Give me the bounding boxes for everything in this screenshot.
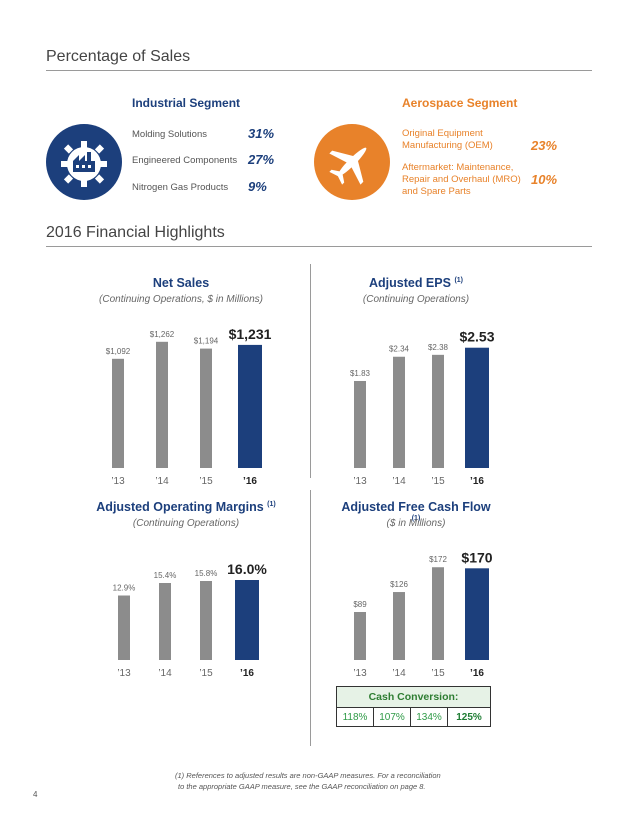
bar <box>156 341 168 468</box>
cash-conversion-title: Cash Conversion: <box>336 686 491 708</box>
data-label: 12.9% <box>113 584 136 593</box>
data-label: $89 <box>353 600 367 609</box>
tick-label: ’16 <box>243 476 257 487</box>
tick-label: ’13 <box>353 476 367 487</box>
tick-label: ’13 <box>111 476 125 487</box>
bar <box>354 380 366 468</box>
cash-conversion-value: 118% <box>336 707 374 727</box>
chart-title: Adjusted Free Cash Flow (1) <box>341 500 491 522</box>
highlights-title: 2016 Financial Highlights <box>46 224 225 241</box>
cash-conversion-value: 125% <box>447 707 491 727</box>
industrial-item-pct: 27% <box>248 152 275 167</box>
bar <box>465 347 489 468</box>
data-label: $2.38 <box>428 343 449 352</box>
footnote-line: (1) References to adjusted results are n… <box>175 771 441 780</box>
data-label: $1,262 <box>150 330 175 339</box>
data-label: $1,231 <box>229 326 272 342</box>
net-sales-chart: Net Sales (Continuing Operations, $ in M… <box>76 272 286 487</box>
data-label: 16.0% <box>227 561 267 577</box>
vertical-divider <box>310 264 311 478</box>
data-label: $1.83 <box>350 369 371 378</box>
pct-sales-rule <box>46 70 592 71</box>
aerospace-item-pct: 10% <box>531 172 558 187</box>
bar <box>200 348 212 468</box>
bar <box>118 595 130 660</box>
tick-label: ’16 <box>240 668 254 679</box>
data-label: $126 <box>390 580 408 589</box>
tick-label: ’13 <box>353 668 367 679</box>
aerospace-item-label: Aftermarket: Maintenance, Repair and Ove… <box>402 162 521 197</box>
data-label: $1,194 <box>194 337 219 346</box>
adjusted-eps-chart: Adjusted EPS (1) (Continuing Operations)… <box>336 272 546 487</box>
tick-label: ’15 <box>199 476 213 487</box>
bar <box>112 358 124 468</box>
chart-subtitle: (Continuing Operations) <box>362 294 470 305</box>
bar <box>393 356 405 468</box>
data-label: 15.8% <box>195 569 218 578</box>
industrial-item-pct: 9% <box>248 179 267 194</box>
highlights-rule <box>46 246 592 247</box>
chart-subtitle: ($ in Millions) <box>386 518 446 529</box>
aerospace-item-pct: 23% <box>531 138 558 153</box>
data-label: $2.53 <box>459 329 494 345</box>
aerospace-item-label: Original Equipment Manufacturing (OEM) <box>402 128 493 151</box>
industrial-item-label: Nitrogen Gas Products <box>132 182 229 193</box>
data-label: $172 <box>429 555 447 564</box>
data-label: 15.4% <box>154 571 177 580</box>
tick-label: ’14 <box>155 476 169 487</box>
bar <box>432 354 444 468</box>
cash-conversion-value: 134% <box>410 707 448 727</box>
bar <box>200 581 212 660</box>
bar <box>465 568 489 660</box>
factory-gear-icon <box>46 124 122 200</box>
adjusted-operating-margins-chart: Adjusted Operating Margins (1) (Continui… <box>96 496 306 686</box>
data-label: $1,092 <box>106 347 131 356</box>
industrial-item-pct: 31% <box>248 126 275 141</box>
industrial-item-label: Molding Solutions <box>132 129 207 140</box>
tick-label: ’16 <box>470 476 484 487</box>
tick-label: ’15 <box>431 668 445 679</box>
airplane-icon <box>314 124 390 200</box>
vertical-divider <box>310 490 311 746</box>
tick-label: ’16 <box>470 668 484 679</box>
tick-label: ’14 <box>392 476 406 487</box>
aerospace-segment-title: Aerospace Segment <box>402 96 518 110</box>
cash-conversion-table: Cash Conversion: 118% 107% 134% 125% <box>336 686 491 727</box>
data-label: $2.34 <box>389 345 410 354</box>
industrial-item-label: Engineered Components <box>132 155 238 166</box>
industrial-segment-title: Industrial Segment <box>132 96 241 110</box>
pct-sales-title: Percentage of Sales <box>46 48 191 65</box>
tick-label: ’15 <box>431 476 445 487</box>
chart-title: Adjusted EPS (1) <box>368 276 463 290</box>
data-label: $170 <box>461 549 492 565</box>
bar <box>235 580 259 660</box>
chart-subtitle: (Continuing Operations) <box>132 518 240 529</box>
adjusted-free-cash-flow-chart: Adjusted Free Cash Flow (1) ($ in Millio… <box>336 496 546 686</box>
cash-conversion-value: 107% <box>373 707 411 727</box>
chart-title: Adjusted Operating Margins (1) <box>96 500 276 514</box>
footnote-line: to the appropriate GAAP measure, see the… <box>178 782 426 791</box>
bar <box>393 592 405 660</box>
bar <box>432 567 444 660</box>
bar <box>159 583 171 660</box>
tick-label: ’13 <box>117 668 131 679</box>
bar <box>354 612 366 660</box>
chart-subtitle: (Continuing Operations, $ in Millions) <box>99 294 263 305</box>
tick-label: ’14 <box>392 668 406 679</box>
chart-title: Net Sales <box>152 276 210 290</box>
tick-label: ’15 <box>199 668 213 679</box>
tick-label: ’14 <box>158 668 172 679</box>
page-number: 4 <box>33 790 38 799</box>
bar <box>238 344 262 468</box>
